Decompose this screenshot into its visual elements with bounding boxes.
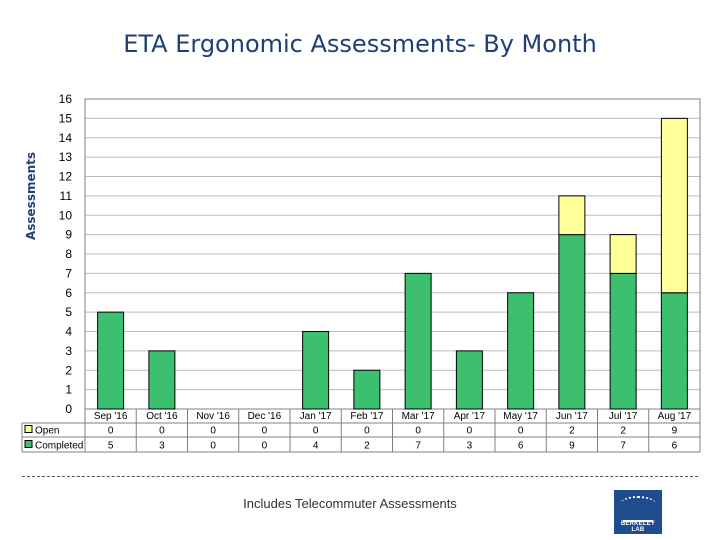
x-tick-label: Feb '17 <box>350 411 383 422</box>
berkeley-lab-logo: BERKELEY LAB <box>614 490 662 534</box>
x-tick-label: Oct '16 <box>146 411 178 422</box>
table-value-open: 0 <box>415 426 421 437</box>
table-value-open: 2 <box>620 426 626 437</box>
y-tick-label: 11 <box>60 189 73 203</box>
bar-completed <box>302 331 330 410</box>
table-value-completed: 5 <box>108 441 114 452</box>
y-tick-label: 6 <box>65 286 72 300</box>
table-value-open: 2 <box>569 426 575 437</box>
y-tick-label: 3 <box>65 344 72 358</box>
bar-completed <box>609 272 637 410</box>
table-value-completed: 6 <box>672 441 678 452</box>
bar-completed <box>404 272 432 410</box>
table-value-completed: 0 <box>262 441 268 452</box>
y-tick-label: 2 <box>65 363 72 377</box>
x-tick-label: Aug '17 <box>658 411 692 422</box>
bar-completed <box>455 350 483 410</box>
table-value-completed: 7 <box>415 441 421 452</box>
x-tick-label: Mar '17 <box>402 411 435 422</box>
chart-title: ETA Ergonomic Assessments- By Month <box>123 30 597 58</box>
bar-completed <box>507 292 535 410</box>
footer-caption: Includes Telecommuter Assessments <box>243 496 457 511</box>
legend-key-completed <box>24 440 33 448</box>
y-tick-label: 1 <box>65 383 72 397</box>
x-tick-label: Jan '17 <box>300 411 332 422</box>
table-value-completed: 0 <box>210 441 216 452</box>
y-tick-label: 10 <box>59 208 73 222</box>
table-value-completed: 3 <box>467 441 473 452</box>
table-value-open: 0 <box>159 426 165 437</box>
footer-divider <box>22 476 698 477</box>
bar-completed <box>97 311 125 410</box>
table-value-completed: 9 <box>569 441 575 452</box>
y-tick-label: 8 <box>65 247 72 261</box>
logo-building-icon <box>623 510 653 522</box>
y-tick-label: 15 <box>59 111 73 125</box>
table-value-open: 0 <box>210 426 216 437</box>
y-tick-label: 9 <box>65 228 72 242</box>
bar-completed <box>148 350 176 410</box>
table-value-completed: 6 <box>518 441 524 452</box>
logo-arc-icon <box>620 496 656 512</box>
bar-open <box>558 195 586 236</box>
bar-open <box>609 234 637 274</box>
bar-completed <box>558 234 586 410</box>
legend-key-open <box>24 425 33 433</box>
legend-label-open: Open <box>35 426 59 437</box>
logo-text: BERKELEY LAB <box>620 521 656 533</box>
x-tick-label: Sep '16 <box>94 411 128 422</box>
y-tick-label: 5 <box>65 305 72 319</box>
x-tick-label: Dec '16 <box>248 411 282 422</box>
y-tick-label: 12 <box>59 170 73 184</box>
y-tick-label: 14 <box>59 131 73 145</box>
table-value-completed: 3 <box>159 441 165 452</box>
table-value-open: 0 <box>108 426 114 437</box>
table-value-open: 0 <box>313 426 319 437</box>
table-value-completed: 7 <box>620 441 626 452</box>
legend-label-completed: Completed <box>35 441 83 452</box>
x-tick-label: Apr '17 <box>454 411 486 422</box>
bar-completed <box>353 369 381 410</box>
bar-completed <box>660 292 688 410</box>
table-value-open: 0 <box>518 426 524 437</box>
y-tick-label: 4 <box>65 325 72 339</box>
table-value-open: 0 <box>262 426 268 437</box>
y-tick-label: 0 <box>65 402 72 416</box>
table-value-completed: 4 <box>313 441 319 452</box>
y-tick-label: 16 <box>59 92 73 106</box>
table-value-completed: 2 <box>364 441 370 452</box>
x-tick-label: May '17 <box>503 411 538 422</box>
table-value-open: 0 <box>364 426 370 437</box>
table-value-open: 0 <box>467 426 473 437</box>
y-tick-label: 13 <box>59 150 73 164</box>
x-tick-label: Nov '16 <box>196 411 230 422</box>
table-value-open: 9 <box>672 426 678 437</box>
y-tick-label: 7 <box>65 266 72 280</box>
x-tick-label: Jul '17 <box>609 411 638 422</box>
x-tick-label: Jun '17 <box>556 411 588 422</box>
bar-open <box>660 117 688 294</box>
